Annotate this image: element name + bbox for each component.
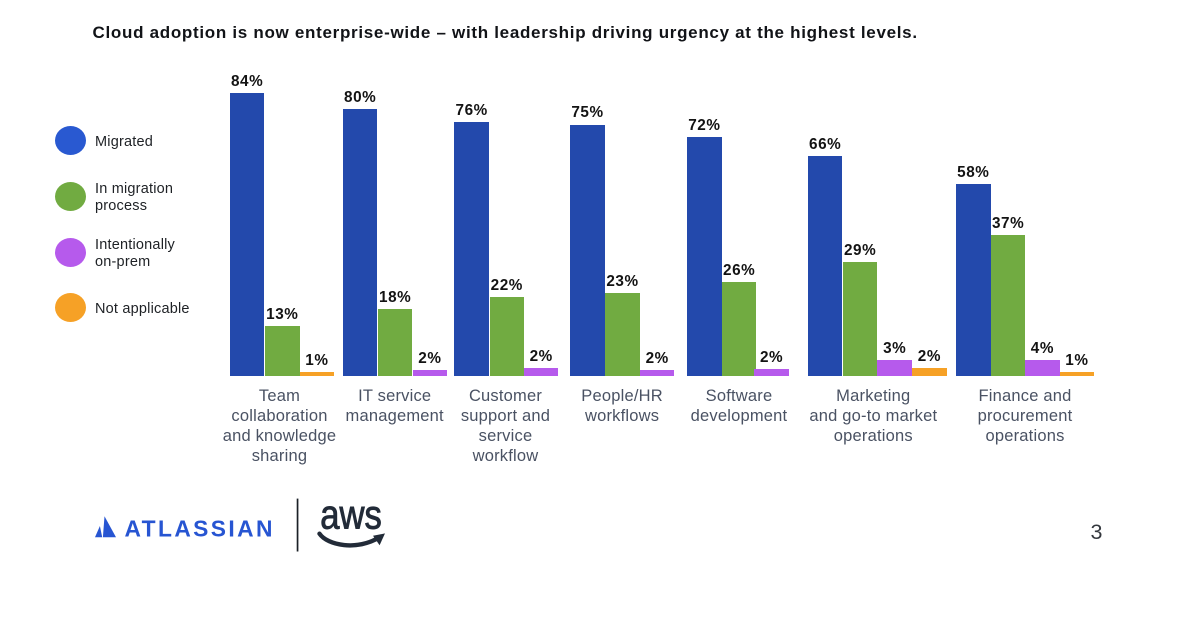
svg-text:ATLASSIAN: ATLASSIAN: [125, 515, 275, 541]
svg-text:aws: aws: [320, 495, 382, 537]
